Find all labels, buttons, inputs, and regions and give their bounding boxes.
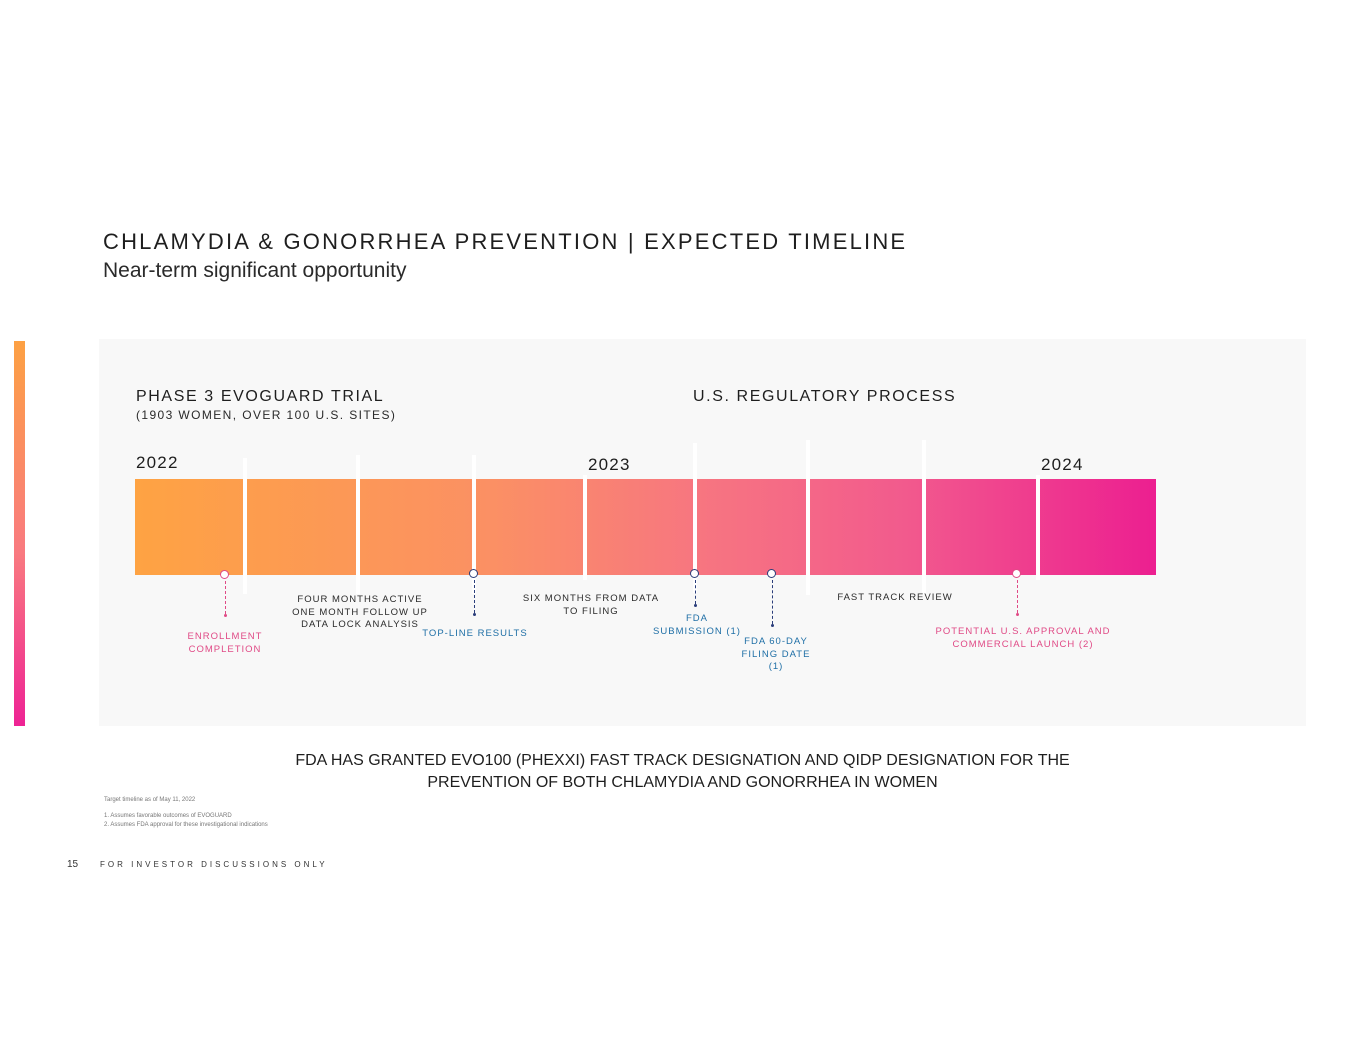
fda-designation-note: FDA HAS GRANTED EVO100 (PHEXXI) FAST TRA… xyxy=(295,752,1070,791)
enrollment-dot xyxy=(224,614,227,617)
fda-submission-label: FDA SUBMISSION (1) xyxy=(653,613,741,637)
topline-leader xyxy=(474,580,475,613)
fda-submission-dot xyxy=(694,604,697,607)
enrollment-leader xyxy=(225,581,226,614)
fda-submission-leader xyxy=(695,580,696,604)
approval-dot xyxy=(1016,613,1019,616)
segment-divider xyxy=(472,455,476,594)
phase-title: PHASE 3 EVOGUARD TRIAL xyxy=(136,388,385,405)
topline-dot xyxy=(473,613,476,616)
fda-60day-dot xyxy=(771,624,774,627)
fda-60day-marker xyxy=(767,569,776,578)
timeline-band xyxy=(135,479,1156,575)
fda-60day-label: FDA 60-DAY FILING DATE (1) xyxy=(741,636,811,672)
footnote-2: 2. Assumes FDA approval for these invest… xyxy=(104,822,268,828)
phase-subtitle: (1903 WOMEN, OVER 100 U.S. SITES) xyxy=(136,408,397,422)
timeline-footnote: Target timeline as of May 11, 2022 xyxy=(104,797,196,803)
topline-marker xyxy=(469,569,478,578)
page-number: 15 xyxy=(67,859,79,870)
topline-label: TOP-LINE RESULTS xyxy=(422,628,528,639)
approval-label: POTENTIAL U.S. APPROVAL AND COMMERCIAL L… xyxy=(935,626,1111,650)
segment-divider xyxy=(243,458,247,594)
segment-divider xyxy=(693,443,697,593)
segment-divider xyxy=(356,455,360,594)
year-2024: 2024 xyxy=(1041,455,1084,474)
four-months-label: FOUR MONTHS ACTIVE ONE MONTH FOLLOW UP D… xyxy=(292,594,428,630)
enrollment-marker xyxy=(220,570,229,579)
segment-divider xyxy=(806,440,810,595)
approval-leader xyxy=(1017,580,1018,613)
page-title: CHLAMYDIA & GONORRHEA PREVENTION | EXPEC… xyxy=(103,229,908,254)
year-2022: 2022 xyxy=(136,453,179,472)
fda-submission-marker xyxy=(690,569,699,578)
accent-bar xyxy=(14,341,25,726)
page-subtitle: Near-term significant opportunity xyxy=(103,259,407,282)
approval-marker xyxy=(1012,569,1021,578)
segment-divider xyxy=(583,475,587,580)
regulatory-title: U.S. REGULATORY PROCESS xyxy=(693,388,957,405)
segment-divider xyxy=(922,440,926,595)
footnote-1: 1. Assumes favorable outcomes of EVOGUAR… xyxy=(104,813,232,819)
year-2023: 2023 xyxy=(588,455,631,474)
confidential-notice: FOR INVESTOR DISCUSSIONS ONLY xyxy=(100,860,328,869)
fast-track-label: FAST TRACK REVIEW xyxy=(837,592,953,603)
fda-60day-leader xyxy=(772,580,773,624)
enrollment-label: ENROLLMENT COMPLETION xyxy=(187,631,263,655)
six-months-label: SIX MONTHS FROM DATA TO FILING xyxy=(522,593,660,617)
segment-divider xyxy=(1036,475,1040,580)
